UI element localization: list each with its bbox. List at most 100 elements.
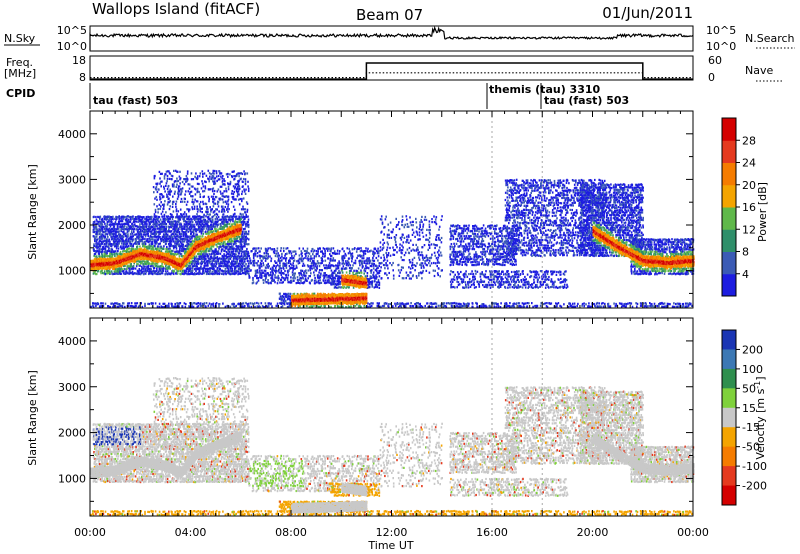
power-cell <box>239 255 241 258</box>
power-cell <box>186 172 189 175</box>
power-cell <box>203 267 206 270</box>
power-cell <box>157 237 160 240</box>
power-cell <box>139 228 142 231</box>
power-cell <box>201 272 204 275</box>
power-cell <box>179 247 181 250</box>
power-cell <box>275 271 277 274</box>
power-cell <box>193 223 195 226</box>
power-cell <box>165 265 167 268</box>
power-cell <box>188 208 191 211</box>
power-cell <box>301 264 304 267</box>
power-cell <box>140 247 143 250</box>
power-cell <box>218 210 220 213</box>
power-cell <box>215 228 217 231</box>
power-cell <box>191 267 194 270</box>
power-cell <box>353 261 355 265</box>
power-cell <box>299 282 301 285</box>
power-cell <box>265 264 268 267</box>
power-cell <box>122 270 125 273</box>
power-cell <box>210 217 212 220</box>
power-cell <box>241 172 244 175</box>
power-cell <box>154 208 157 211</box>
power-cell <box>166 248 169 251</box>
power-cell <box>254 269 257 272</box>
power-cell <box>283 272 285 275</box>
power-cell <box>171 183 174 186</box>
power-cell <box>344 252 347 255</box>
power-cell <box>342 259 345 262</box>
power-cell <box>150 265 152 268</box>
power-cell <box>118 255 120 258</box>
power-cell <box>366 266 369 269</box>
power-cell <box>178 257 181 260</box>
power-cell <box>130 226 132 229</box>
power-cell <box>215 252 218 255</box>
power-cell <box>159 269 162 272</box>
power-cell <box>191 272 194 276</box>
freq-unit-label: [MHz] <box>4 67 36 80</box>
power-cell <box>102 250 104 253</box>
power-cell <box>281 276 284 279</box>
power-cell <box>211 231 214 234</box>
power-cell <box>314 276 316 280</box>
power-cell <box>378 270 380 273</box>
power-cell <box>257 260 259 263</box>
power-cell <box>185 272 187 275</box>
power-cell <box>259 264 262 267</box>
power-cell <box>307 251 310 255</box>
power-cell <box>274 254 277 258</box>
power-cell <box>242 205 244 208</box>
power-cell <box>189 270 192 273</box>
power-cell <box>167 250 170 253</box>
power-cell <box>118 215 120 218</box>
power-cell <box>164 233 167 236</box>
power-cell <box>355 269 357 272</box>
power-cell <box>222 255 225 258</box>
power-cell <box>234 208 236 211</box>
power-cell <box>220 218 223 221</box>
power-cell <box>308 257 310 260</box>
power-cell <box>270 259 272 263</box>
power-cell <box>223 254 226 257</box>
power-cell <box>126 240 129 243</box>
power-cell <box>198 215 201 218</box>
power-cell <box>120 230 122 233</box>
power-cell <box>233 170 235 173</box>
power-cell <box>286 262 288 265</box>
power-cell <box>294 272 296 275</box>
power-cell <box>95 272 98 276</box>
power-cell <box>129 232 132 236</box>
power-cell <box>216 260 219 263</box>
power-cell <box>247 180 249 183</box>
power-cell <box>192 178 195 181</box>
power-cell <box>190 225 193 228</box>
power-cell <box>205 250 208 253</box>
power-cell <box>146 223 148 226</box>
power-cell <box>287 297 289 300</box>
power-cell <box>154 240 157 243</box>
power-cell <box>180 253 183 256</box>
power-cell <box>211 262 214 265</box>
power-cell <box>220 257 222 260</box>
power-cell <box>137 241 139 244</box>
power-cell <box>188 228 191 231</box>
power-cell <box>301 255 303 258</box>
power-cell <box>120 247 123 250</box>
power-cell <box>223 245 226 248</box>
power-cell <box>270 248 273 251</box>
power-cell <box>210 223 213 226</box>
power-cell <box>149 270 151 273</box>
power-cell <box>179 182 181 185</box>
power-cell <box>181 245 184 248</box>
power-cell <box>175 235 178 238</box>
power-cell <box>245 240 247 243</box>
power-cell <box>284 277 287 280</box>
power-cell <box>123 225 126 228</box>
power-cell <box>236 195 239 198</box>
power-cell <box>168 228 170 231</box>
power-cell <box>166 187 169 191</box>
power-cell <box>156 267 158 270</box>
power-cell <box>226 215 229 218</box>
power-cell <box>219 190 222 193</box>
power-cell <box>222 273 225 276</box>
